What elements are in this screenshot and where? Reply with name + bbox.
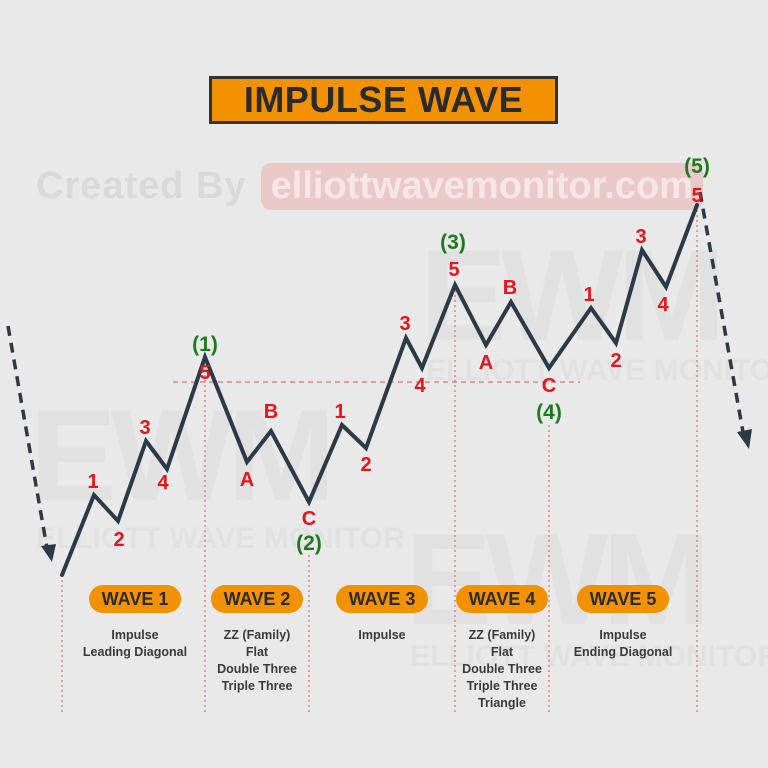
wave-2-badge: WAVE 2 bbox=[211, 585, 303, 613]
wave-4-description: ZZ (Family) Flat Double Three Triple Thr… bbox=[437, 627, 567, 712]
label-w3-sub4: 4 bbox=[414, 375, 426, 397]
wave-4-desc-line: Flat bbox=[490, 645, 514, 659]
wave-2-desc-line: Triple Three bbox=[221, 679, 293, 693]
wave-1-badge: WAVE 1 bbox=[89, 585, 181, 613]
label-w5-sub5: 5 bbox=[691, 185, 702, 207]
degree-label-1: (1) bbox=[192, 333, 218, 356]
degree-label-4: (4) bbox=[536, 401, 562, 424]
label-w1-sub5: 5 bbox=[199, 362, 210, 384]
label-w2-b: B bbox=[264, 401, 278, 423]
wave-2-description: ZZ (Family) Flat Double Three Triple Thr… bbox=[192, 627, 322, 695]
degree-label-2: (2) bbox=[296, 532, 322, 555]
wave-3-desc-line: Impulse bbox=[358, 628, 406, 642]
wave-4-desc-line: ZZ (Family) bbox=[468, 628, 536, 642]
watermark-credit-prefix: Created By bbox=[36, 164, 247, 207]
wave-2-desc-line: Double Three bbox=[217, 662, 297, 676]
wave-1-desc-line: Impulse bbox=[111, 628, 159, 642]
wave-4-badge: WAVE 4 bbox=[456, 585, 548, 613]
wave-5-desc-line: Impulse bbox=[599, 628, 647, 642]
label-w3-sub3: 3 bbox=[399, 313, 410, 335]
wave-4-desc-line: Triple Three bbox=[466, 679, 538, 693]
watermark-credit: Created By elliottwavemonitor.com bbox=[36, 162, 703, 210]
impulse-wave-path bbox=[60, 203, 699, 577]
page-title: IMPULSE WAVE bbox=[243, 79, 524, 120]
wave-2-desc-line: ZZ (Family) bbox=[223, 628, 291, 642]
title-banner: IMPULSE WAVE bbox=[209, 76, 558, 124]
watermark-logo-sub: ELLIOTT WAVE MONITOR bbox=[36, 522, 405, 555]
watermark-logo-sub: ELLIOTT WAVE MONITOR bbox=[410, 640, 768, 673]
wave-5-description: Impulse Ending Diagonal bbox=[558, 627, 688, 661]
label-w5-sub3: 3 bbox=[635, 226, 646, 248]
watermark-logo-mark: EWM bbox=[420, 222, 720, 368]
vertical-guide-lines bbox=[61, 210, 698, 712]
label-w1-sub4: 4 bbox=[157, 472, 169, 494]
label-w1-sub1: 1 bbox=[87, 471, 98, 493]
wave-2-desc-line: Flat bbox=[245, 645, 269, 659]
degree-label-5: (5) bbox=[684, 155, 710, 178]
label-w3-sub2: 2 bbox=[360, 454, 371, 476]
incoming-trend-arrow bbox=[6, 325, 56, 562]
watermark-credit-site: elliottwavemonitor.com bbox=[260, 162, 703, 210]
wave-1-desc-line: Leading Diagonal bbox=[82, 645, 188, 659]
label-w1-sub2: 2 bbox=[113, 529, 124, 551]
label-w1-sub3: 3 bbox=[139, 417, 150, 439]
watermark-logo: EWM ELLIOTT WAVE MONITOR EWM ELLIOTT WAV… bbox=[30, 222, 768, 673]
label-w5-sub4: 4 bbox=[657, 294, 669, 316]
label-w2-a: A bbox=[240, 469, 254, 491]
outgoing-trend-arrow bbox=[698, 191, 752, 449]
wave-3-badge: WAVE 3 bbox=[336, 585, 428, 613]
label-w3-sub1: 1 bbox=[334, 401, 345, 423]
label-w5-sub1: 1 bbox=[583, 284, 594, 306]
wave-1-description: Impulse Leading Diagonal bbox=[70, 627, 200, 661]
label-w2-c: C bbox=[302, 508, 316, 530]
wave-5-desc-line: Ending Diagonal bbox=[573, 645, 673, 659]
watermark-logo-sub: ELLIOTT WAVE MONITOR bbox=[426, 354, 768, 387]
label-w3-sub5: 5 bbox=[448, 259, 459, 281]
wave-4-desc-line: Double Three bbox=[462, 662, 542, 676]
label-w4-a: A bbox=[479, 352, 493, 374]
label-w5-sub2: 2 bbox=[610, 350, 621, 372]
label-w4-c: C bbox=[542, 375, 556, 397]
wave-4-desc-line: Triangle bbox=[478, 696, 526, 710]
degree-label-3: (3) bbox=[440, 231, 466, 254]
watermark-logo-mark: EWM bbox=[405, 506, 705, 652]
label-w4-b: B bbox=[503, 277, 517, 299]
wave-5-badge: WAVE 5 bbox=[577, 585, 669, 613]
wave-3-description: Impulse bbox=[317, 627, 447, 644]
